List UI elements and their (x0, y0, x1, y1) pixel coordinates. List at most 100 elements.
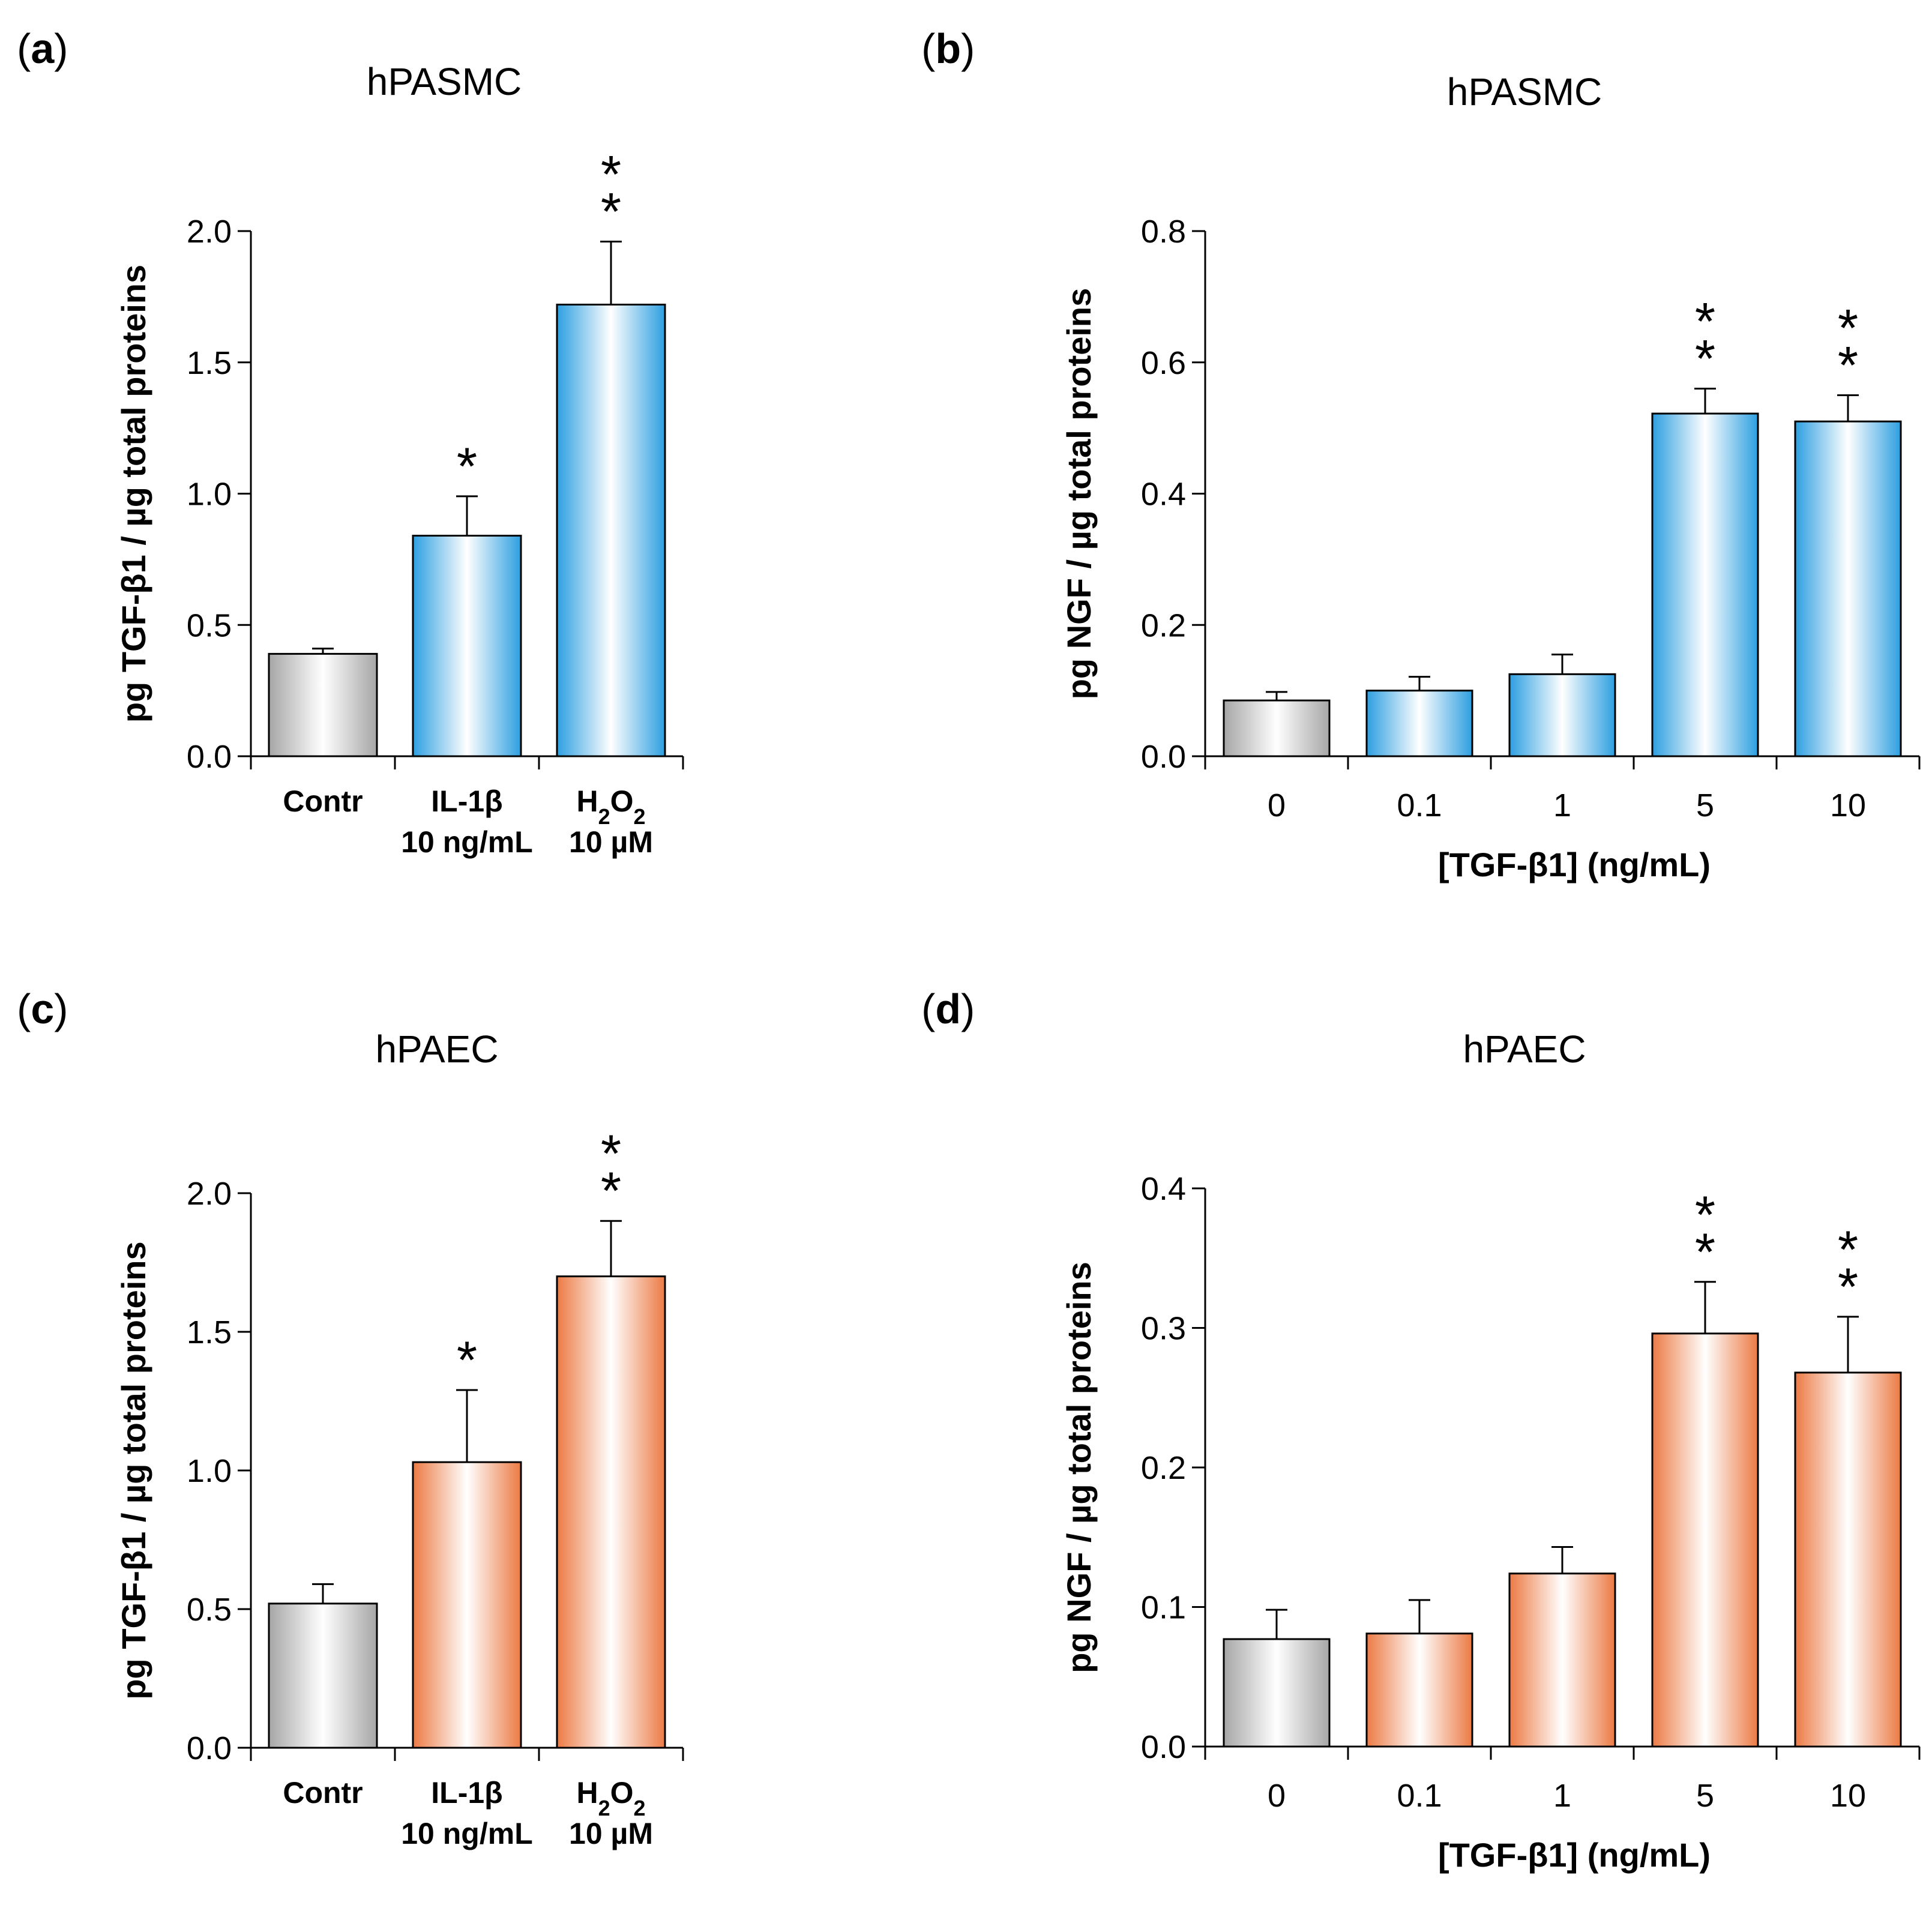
bar (556, 304, 666, 757)
y-tick-label: 0.0 (187, 739, 232, 775)
panel-letter-open: ( (921, 986, 935, 1032)
formula-part: O (610, 784, 634, 818)
panel-c: (c) hPAEC pg TGF-β1 / µg total proteins 0.0… (17, 986, 684, 1850)
bar (1651, 412, 1759, 757)
significance-star: * (601, 182, 621, 241)
significance-star: * (457, 1330, 477, 1389)
x-category-sublabel: 10 µM (569, 1817, 653, 1850)
y-tick-label: 0.5 (187, 1592, 232, 1628)
y-axis-label: pg NGF / µg total proteins (1060, 288, 1098, 700)
y-tick-label: 2.0 (187, 214, 232, 250)
significance-star: * (1838, 1257, 1858, 1316)
y-tick-label: 0.2 (1141, 607, 1186, 643)
bar (1365, 1633, 1473, 1748)
x-tick-label: 10 (1830, 1778, 1866, 1814)
bar (268, 652, 378, 757)
x-category-label: Contr (283, 784, 363, 818)
bar (1223, 1638, 1331, 1748)
formula-part: H (576, 1776, 598, 1810)
significance-star: * (1838, 298, 1858, 357)
chart-title: hPASMC (1447, 70, 1602, 113)
x-tick-label: 5 (1696, 787, 1714, 823)
bar (1508, 1572, 1616, 1748)
significance-star: * (601, 145, 621, 204)
x-tick-label: 5 (1696, 1778, 1714, 1814)
panel-letter-close: ) (961, 25, 975, 72)
x-tick-label: 0 (1268, 1778, 1286, 1814)
subscript: 2 (598, 804, 610, 829)
x-tick-label: 1 (1553, 787, 1571, 823)
y-tick-label: 1.5 (187, 1314, 232, 1350)
y-tick-label: 0.4 (1141, 1171, 1186, 1207)
significance-star: * (457, 436, 477, 496)
x-category-sublabel: 10 ng/mL (401, 825, 532, 859)
bar (1508, 673, 1616, 757)
significance-star: * (601, 1124, 621, 1183)
x-category-sublabel: 10 µM (569, 825, 653, 859)
panel-a: (a) hPASMC pg TGF-β1 / µg total proteins 0.… (17, 25, 684, 859)
significance-star: * (1695, 1222, 1715, 1281)
y-tick-label: 1.5 (187, 345, 232, 381)
y-tick-label: 0.8 (1141, 214, 1186, 250)
y-tick-label: 0.2 (1141, 1450, 1186, 1486)
panel-d: (d) hPAEC pg NGF / µg total proteins 0.0 0.1… (921, 986, 1921, 1874)
y-tick-label: 0.1 (1141, 1590, 1186, 1626)
formula-part: H (576, 784, 598, 818)
chart-title: hPAEC (375, 1028, 498, 1071)
y-tick-label: 1.0 (187, 1453, 232, 1489)
bar (1794, 420, 1902, 757)
bar (1651, 1332, 1759, 1748)
panel-letter-close: ) (54, 986, 68, 1032)
x-tick-label: 10 (1830, 787, 1866, 823)
x-category-label: H2O2 (576, 784, 645, 829)
bar (412, 1461, 522, 1749)
panel-letter-open: ( (17, 986, 31, 1032)
y-axis-label: pg NGF / µg total proteins (1060, 1262, 1098, 1673)
x-axis-label: [TGF-β1] (ng/mL) (1438, 846, 1711, 883)
x-tick-label: 0.1 (1397, 787, 1442, 823)
y-tick-label: 0.5 (187, 607, 232, 643)
panel-letter-open: ( (921, 25, 935, 72)
panel-letter-close: ) (961, 986, 975, 1032)
x-tick-label: 1 (1553, 1778, 1571, 1814)
subscript: 2 (634, 804, 646, 829)
x-category-label: IL-1β (431, 1776, 502, 1810)
bar (1223, 699, 1331, 757)
panel-letter-char: b (935, 25, 961, 72)
y-tick-label: 0.6 (1141, 345, 1186, 381)
y-tick-label: 1.0 (187, 477, 232, 513)
bar (1794, 1371, 1902, 1748)
x-category-sublabel: 10 ng/mL (401, 1817, 532, 1850)
y-tick-label: 0.0 (1141, 1729, 1186, 1765)
y-tick-label: 0.0 (187, 1730, 232, 1766)
panel-letter-char: d (935, 986, 961, 1032)
y-tick-label: 0.3 (1141, 1311, 1186, 1347)
y-axis-label: pg TGF-β1 / µg total proteins (115, 265, 152, 723)
x-category-label: Contr (283, 1776, 363, 1810)
significance-star: * (1695, 329, 1715, 388)
y-axis-label: pg TGF-β1 / µg total proteins (115, 1241, 152, 1699)
chart-title: hPAEC (1463, 1028, 1586, 1071)
panel-letter-char: a (31, 25, 55, 72)
y-tick-label: 0.4 (1141, 477, 1186, 513)
panel-letter: (c) (17, 986, 68, 1032)
subscript: 2 (634, 1796, 646, 1820)
x-category-label: IL-1β (431, 784, 502, 818)
panel-letter-open: ( (17, 25, 31, 72)
x-tick-label: 0 (1268, 787, 1286, 823)
bar (556, 1275, 666, 1749)
subscript: 2 (598, 1796, 610, 1820)
significance-star: * (1838, 1220, 1858, 1279)
significance-star: * (601, 1161, 621, 1220)
formula-part: O (610, 1776, 634, 1810)
panel-letter: (d) (921, 986, 975, 1032)
panel-letter: (b) (921, 25, 975, 72)
y-tick-label: 0.0 (1141, 739, 1186, 775)
significance-star: * (1838, 335, 1858, 394)
bar (268, 1603, 378, 1749)
chart-title: hPASMC (367, 60, 522, 103)
significance-star: * (1695, 292, 1715, 351)
bar (1365, 690, 1473, 757)
